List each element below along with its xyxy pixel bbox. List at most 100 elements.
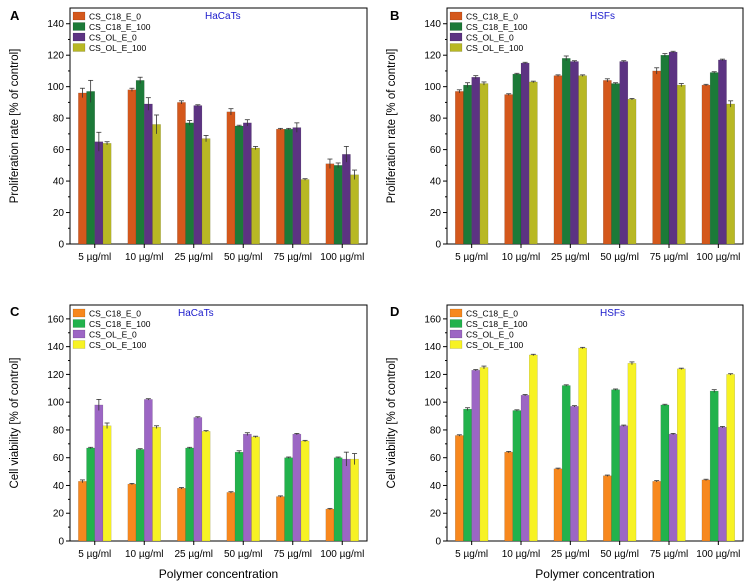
y-tick-label: 120 — [424, 51, 441, 62]
bar — [226, 492, 236, 542]
legend-label: CS_OL_E_0 — [466, 33, 514, 43]
bar — [185, 122, 194, 245]
chart-title: HSFs — [600, 308, 625, 319]
legend-label: CS_OL_E_100 — [466, 43, 523, 53]
panel-b: B HSFs 0 20 40 60 80 100 120 140 Proliferation rat… — [386, 7, 744, 263]
legend-label: CS_C18_E_0 — [466, 12, 518, 22]
bar — [292, 127, 302, 245]
bar — [135, 80, 145, 245]
bar — [86, 91, 95, 245]
bar — [529, 81, 538, 245]
x-tick-label: 5 µg/ml — [78, 252, 111, 263]
panel-letter: A — [10, 8, 20, 23]
panel-letter: C — [10, 304, 20, 319]
bar — [611, 83, 620, 245]
bar — [619, 425, 629, 542]
bar — [333, 165, 343, 245]
legend-label: CS_OL_E_0 — [89, 330, 137, 340]
bar — [471, 370, 481, 542]
x-tick-label: 25 µg/ml — [551, 252, 590, 263]
y-tick-label: 140 — [424, 19, 441, 30]
bar — [243, 433, 252, 542]
x-tick-label: 50 µg/ml — [600, 549, 639, 560]
legend: CS_C18_E_0CS_C18_E_100CS_OL_E_0CS_OL_E_1… — [449, 11, 528, 53]
bar — [127, 89, 137, 245]
bar — [627, 363, 637, 542]
bar — [603, 475, 612, 542]
legend: CS_C18_E_0CS_C18_E_100CS_OL_E_0CS_OL_E_1… — [449, 308, 528, 350]
x-axis-label: Polymer concentration — [535, 567, 654, 581]
bar — [226, 111, 236, 245]
bar — [471, 77, 481, 245]
bar — [627, 99, 637, 245]
x-tick-label: 75 µg/ml — [273, 549, 312, 560]
y-tick-label: 40 — [430, 177, 442, 188]
bar — [504, 451, 514, 542]
x-tick-label: 75 µg/ml — [650, 549, 689, 560]
legend-label: CS_C18_E_0 — [466, 309, 518, 319]
legend-label: CS_C18_E_100 — [466, 22, 528, 32]
y-tick-label: 80 — [53, 425, 65, 436]
y-tick-label: 100 — [47, 398, 64, 409]
y-axis-label: Cell viability [% of control] — [386, 357, 398, 488]
bar — [578, 75, 587, 245]
bar — [570, 406, 579, 542]
bar — [94, 404, 104, 542]
legend-label: CS_C18_E_100 — [466, 319, 528, 329]
bar — [342, 458, 351, 542]
bar — [284, 457, 293, 542]
bar — [243, 122, 252, 245]
legend-swatch — [449, 11, 463, 21]
bar — [94, 141, 104, 245]
y-tick-label: 160 — [424, 314, 441, 325]
y-tick-label: 80 — [430, 114, 442, 125]
y-tick-label: 120 — [47, 51, 64, 62]
x-tick-label: 50 µg/ml — [600, 252, 639, 263]
bar — [463, 84, 472, 245]
bar — [284, 128, 293, 245]
y-tick-label: 100 — [47, 82, 64, 93]
legend-swatch — [449, 319, 463, 328]
legend-swatch — [449, 308, 463, 318]
bar — [652, 70, 661, 245]
x-tick-label: 100 µg/ml — [320, 252, 364, 263]
y-tick-label: 20 — [53, 509, 65, 520]
y-tick-label: 20 — [53, 208, 65, 219]
y-axis-label: Proliferation rate [% of control] — [9, 49, 21, 204]
bar — [529, 354, 538, 542]
y-tick-label: 0 — [58, 537, 64, 548]
bar — [709, 390, 719, 542]
bar — [726, 103, 735, 245]
bar — [300, 179, 310, 245]
bar — [455, 91, 464, 245]
x-tick-label: 100 µg/ml — [696, 252, 740, 263]
x-tick-label: 10 µg/ml — [125, 252, 164, 263]
x-tick-label: 25 µg/ml — [174, 549, 213, 560]
x-axis-label: Polymer concentration — [159, 567, 278, 581]
bar — [479, 83, 489, 245]
bar — [300, 440, 310, 542]
bar — [342, 154, 351, 245]
bar — [660, 55, 670, 245]
x-tick-label: 75 µg/ml — [650, 252, 689, 263]
y-tick-label: 0 — [435, 240, 441, 251]
legend-swatch — [72, 308, 86, 318]
x-tick-label: 10 µg/ml — [502, 549, 541, 560]
bar — [561, 385, 571, 542]
bar — [512, 73, 522, 245]
legend-swatch — [72, 319, 86, 328]
x-tick-label: 25 µg/ml — [551, 549, 590, 560]
bar — [463, 408, 472, 542]
bar — [677, 84, 686, 245]
bar — [201, 138, 211, 245]
bar — [520, 62, 530, 245]
bar — [152, 426, 161, 542]
bar — [619, 61, 629, 245]
bar — [668, 433, 678, 542]
bar — [185, 447, 194, 542]
panel-letter: D — [390, 304, 399, 319]
bar — [201, 431, 211, 542]
bar — [709, 72, 719, 245]
plot-frame — [446, 7, 744, 245]
